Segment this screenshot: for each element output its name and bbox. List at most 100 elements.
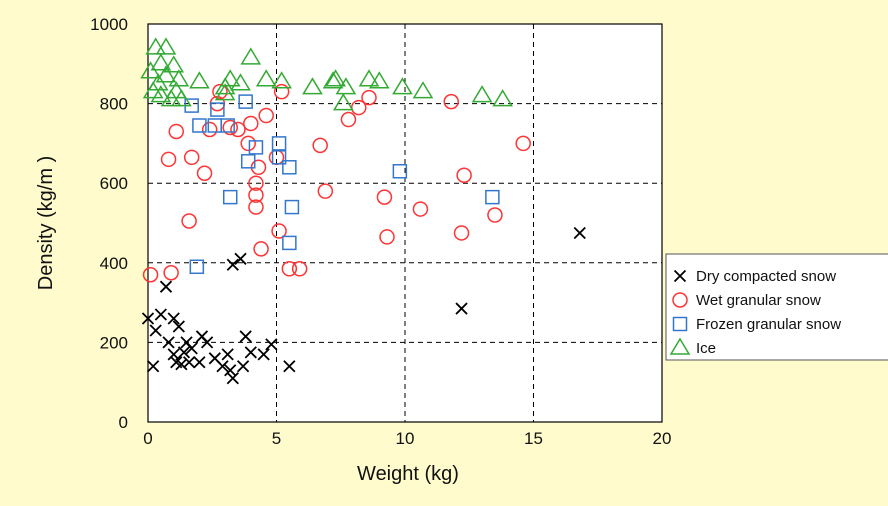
y-tick-label: 0 (119, 413, 128, 432)
data-point (200, 336, 214, 349)
data-point (196, 165, 213, 181)
data-point (226, 258, 239, 271)
data-point (376, 189, 393, 205)
data-point (392, 77, 413, 95)
data-point (253, 241, 269, 257)
data-point (234, 252, 247, 265)
data-point (162, 336, 175, 349)
data-point (325, 69, 346, 87)
data-point (248, 199, 264, 215)
series-triangle (140, 37, 513, 111)
data-point (487, 207, 503, 223)
legend-marker-triangle (669, 337, 691, 355)
data-point (456, 167, 472, 183)
data-point (257, 348, 270, 361)
x-tick-label: 20 (653, 429, 672, 448)
data-point (150, 85, 172, 103)
data-point (282, 235, 297, 251)
data-point (492, 89, 513, 107)
data-point (240, 47, 262, 65)
data-point (182, 356, 196, 369)
x-tick-label: 10 (396, 429, 415, 448)
legend-label: Ice (696, 340, 716, 357)
data-point (185, 342, 198, 355)
data-point (240, 154, 256, 169)
data-point (193, 356, 206, 369)
data-point (265, 338, 278, 351)
legend-label: Dry compacted snow (696, 268, 836, 285)
legend-label: Frozen granular snow (696, 316, 841, 333)
data-point (212, 83, 228, 100)
x-tick-label: 0 (143, 429, 152, 448)
data-point (181, 213, 197, 229)
data-point (175, 358, 188, 371)
data-point (244, 346, 257, 359)
data-point (167, 348, 180, 361)
data-point (258, 107, 274, 124)
data-point (150, 53, 172, 71)
data-point (214, 83, 236, 101)
data-point (155, 37, 177, 55)
data-point (165, 81, 187, 99)
data-point (159, 280, 173, 293)
data-point (271, 71, 292, 89)
legend-marker-circle (672, 292, 688, 308)
legend-marker-x (673, 269, 687, 283)
data-point (201, 121, 218, 138)
data-point (485, 189, 500, 205)
data-point (230, 121, 246, 138)
data-point (302, 77, 323, 95)
data-point (248, 175, 264, 191)
data-point (168, 69, 190, 87)
y-tick-label: 400 (100, 254, 128, 273)
data-point (147, 360, 160, 373)
data-point (239, 330, 252, 343)
data-point (219, 69, 241, 87)
x-tick-label: 5 (272, 429, 281, 448)
legend-marker-square (672, 316, 688, 332)
data-point (284, 199, 300, 215)
data-point (226, 372, 239, 385)
x-axis-label: Weight (kg) (357, 463, 459, 485)
data-point (291, 261, 308, 277)
data-point (271, 223, 287, 239)
data-point (281, 261, 298, 277)
data-point (273, 83, 290, 100)
data-point (255, 69, 277, 87)
data-point (317, 183, 334, 199)
y-axis-label: Density (kg/m ) (35, 156, 57, 290)
data-point (573, 226, 586, 240)
data-point (312, 137, 328, 154)
data-point (192, 118, 207, 133)
data-point (332, 93, 354, 111)
data-point (149, 324, 162, 337)
data-point (163, 55, 185, 73)
data-point (160, 151, 177, 168)
data-point (172, 320, 185, 333)
data-point (168, 123, 185, 140)
data-point (368, 71, 390, 89)
data-point (220, 118, 235, 133)
y-tick-label: 200 (100, 333, 128, 352)
legend: Dry compacted snow Wet granular snow Froze… (665, 253, 888, 361)
data-point (142, 266, 159, 283)
data-point (216, 360, 229, 373)
data-point (167, 312, 180, 325)
data-point (443, 93, 460, 110)
data-point (322, 71, 344, 89)
data-point (515, 135, 531, 152)
data-point (155, 65, 177, 83)
series-square (184, 94, 500, 275)
data-point (154, 308, 167, 321)
data-point (222, 189, 238, 205)
data-point (177, 346, 191, 359)
data-point (243, 115, 259, 132)
legend-box (665, 253, 888, 361)
data-point (271, 136, 287, 151)
data-point (163, 265, 179, 281)
data-point (238, 94, 253, 109)
data-point (412, 81, 434, 99)
